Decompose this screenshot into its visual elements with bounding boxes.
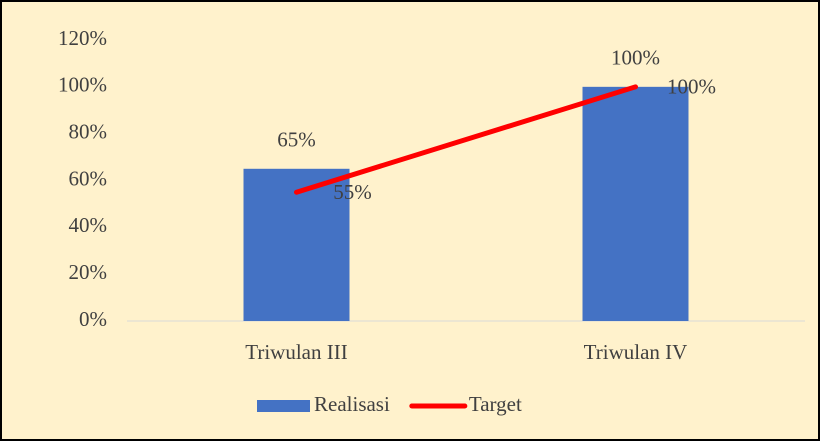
- y-tick-label: 100%: [58, 73, 107, 97]
- x-tick-label: Triwulan IV: [584, 340, 688, 364]
- y-tick-label: 40%: [69, 213, 108, 237]
- y-tick-label: 60%: [69, 166, 108, 190]
- y-tick-label: 0%: [79, 307, 107, 331]
- line: [294, 84, 638, 195]
- y-tick-label: 20%: [69, 260, 108, 284]
- legend-label: Target: [469, 392, 522, 416]
- data-label: 65%: [277, 128, 316, 152]
- data-label: 100%: [667, 75, 716, 99]
- legend-swatch: [257, 400, 310, 412]
- y-tick-label: 120%: [58, 26, 107, 50]
- bar: [582, 86, 689, 321]
- data-label: 100%: [611, 46, 660, 70]
- legend-label: Realisasi: [314, 392, 390, 416]
- data-label: 55%: [333, 180, 372, 204]
- y-tick-label: 80%: [69, 119, 108, 143]
- x-tick-label: Triwulan III: [245, 340, 347, 364]
